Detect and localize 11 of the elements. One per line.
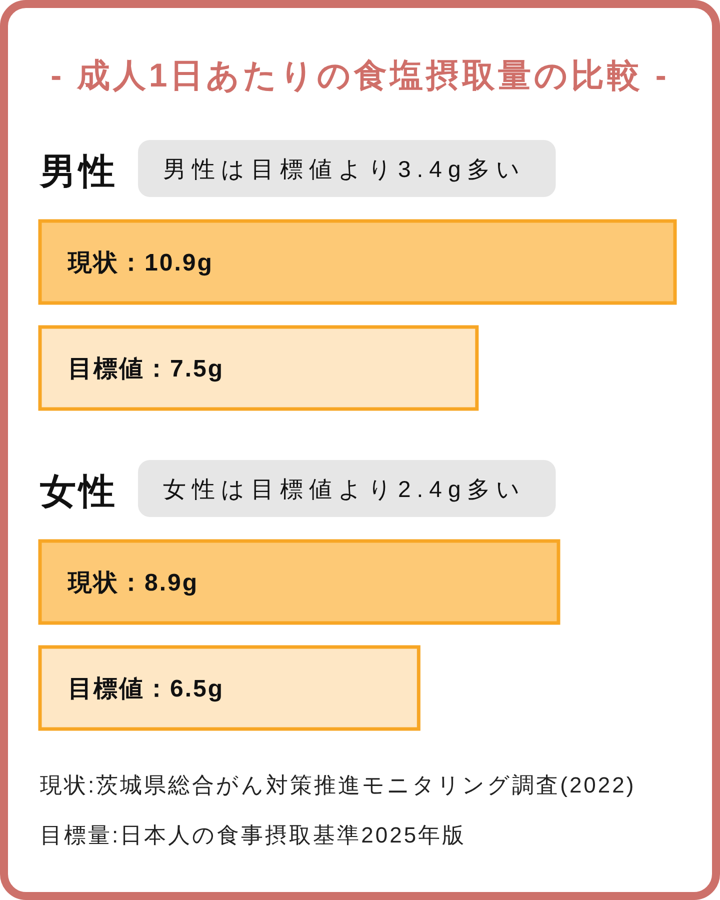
value-label: 現状：10.9g [68,250,214,276]
category-label: 女性 [40,470,118,512]
note: 現状:茨城県総合がん対策推進モニタリング調査(2022) [40,772,636,798]
title: - 成人1日あたりの食塩摂取量の比較 - [50,56,670,94]
value-label: 目標値：6.5g [68,676,224,702]
value-label: 現状：8.9g [68,570,199,596]
category-label: 男性 [40,150,118,192]
value-label: 目標値：7.5g [68,356,224,382]
annotation: 女性は目標値より2.4g多い [163,476,526,502]
note: 目標量:日本人の食事摂取基準2025年版 [40,822,466,848]
annotation: 男性は目標値より3.4g多い [163,156,526,182]
